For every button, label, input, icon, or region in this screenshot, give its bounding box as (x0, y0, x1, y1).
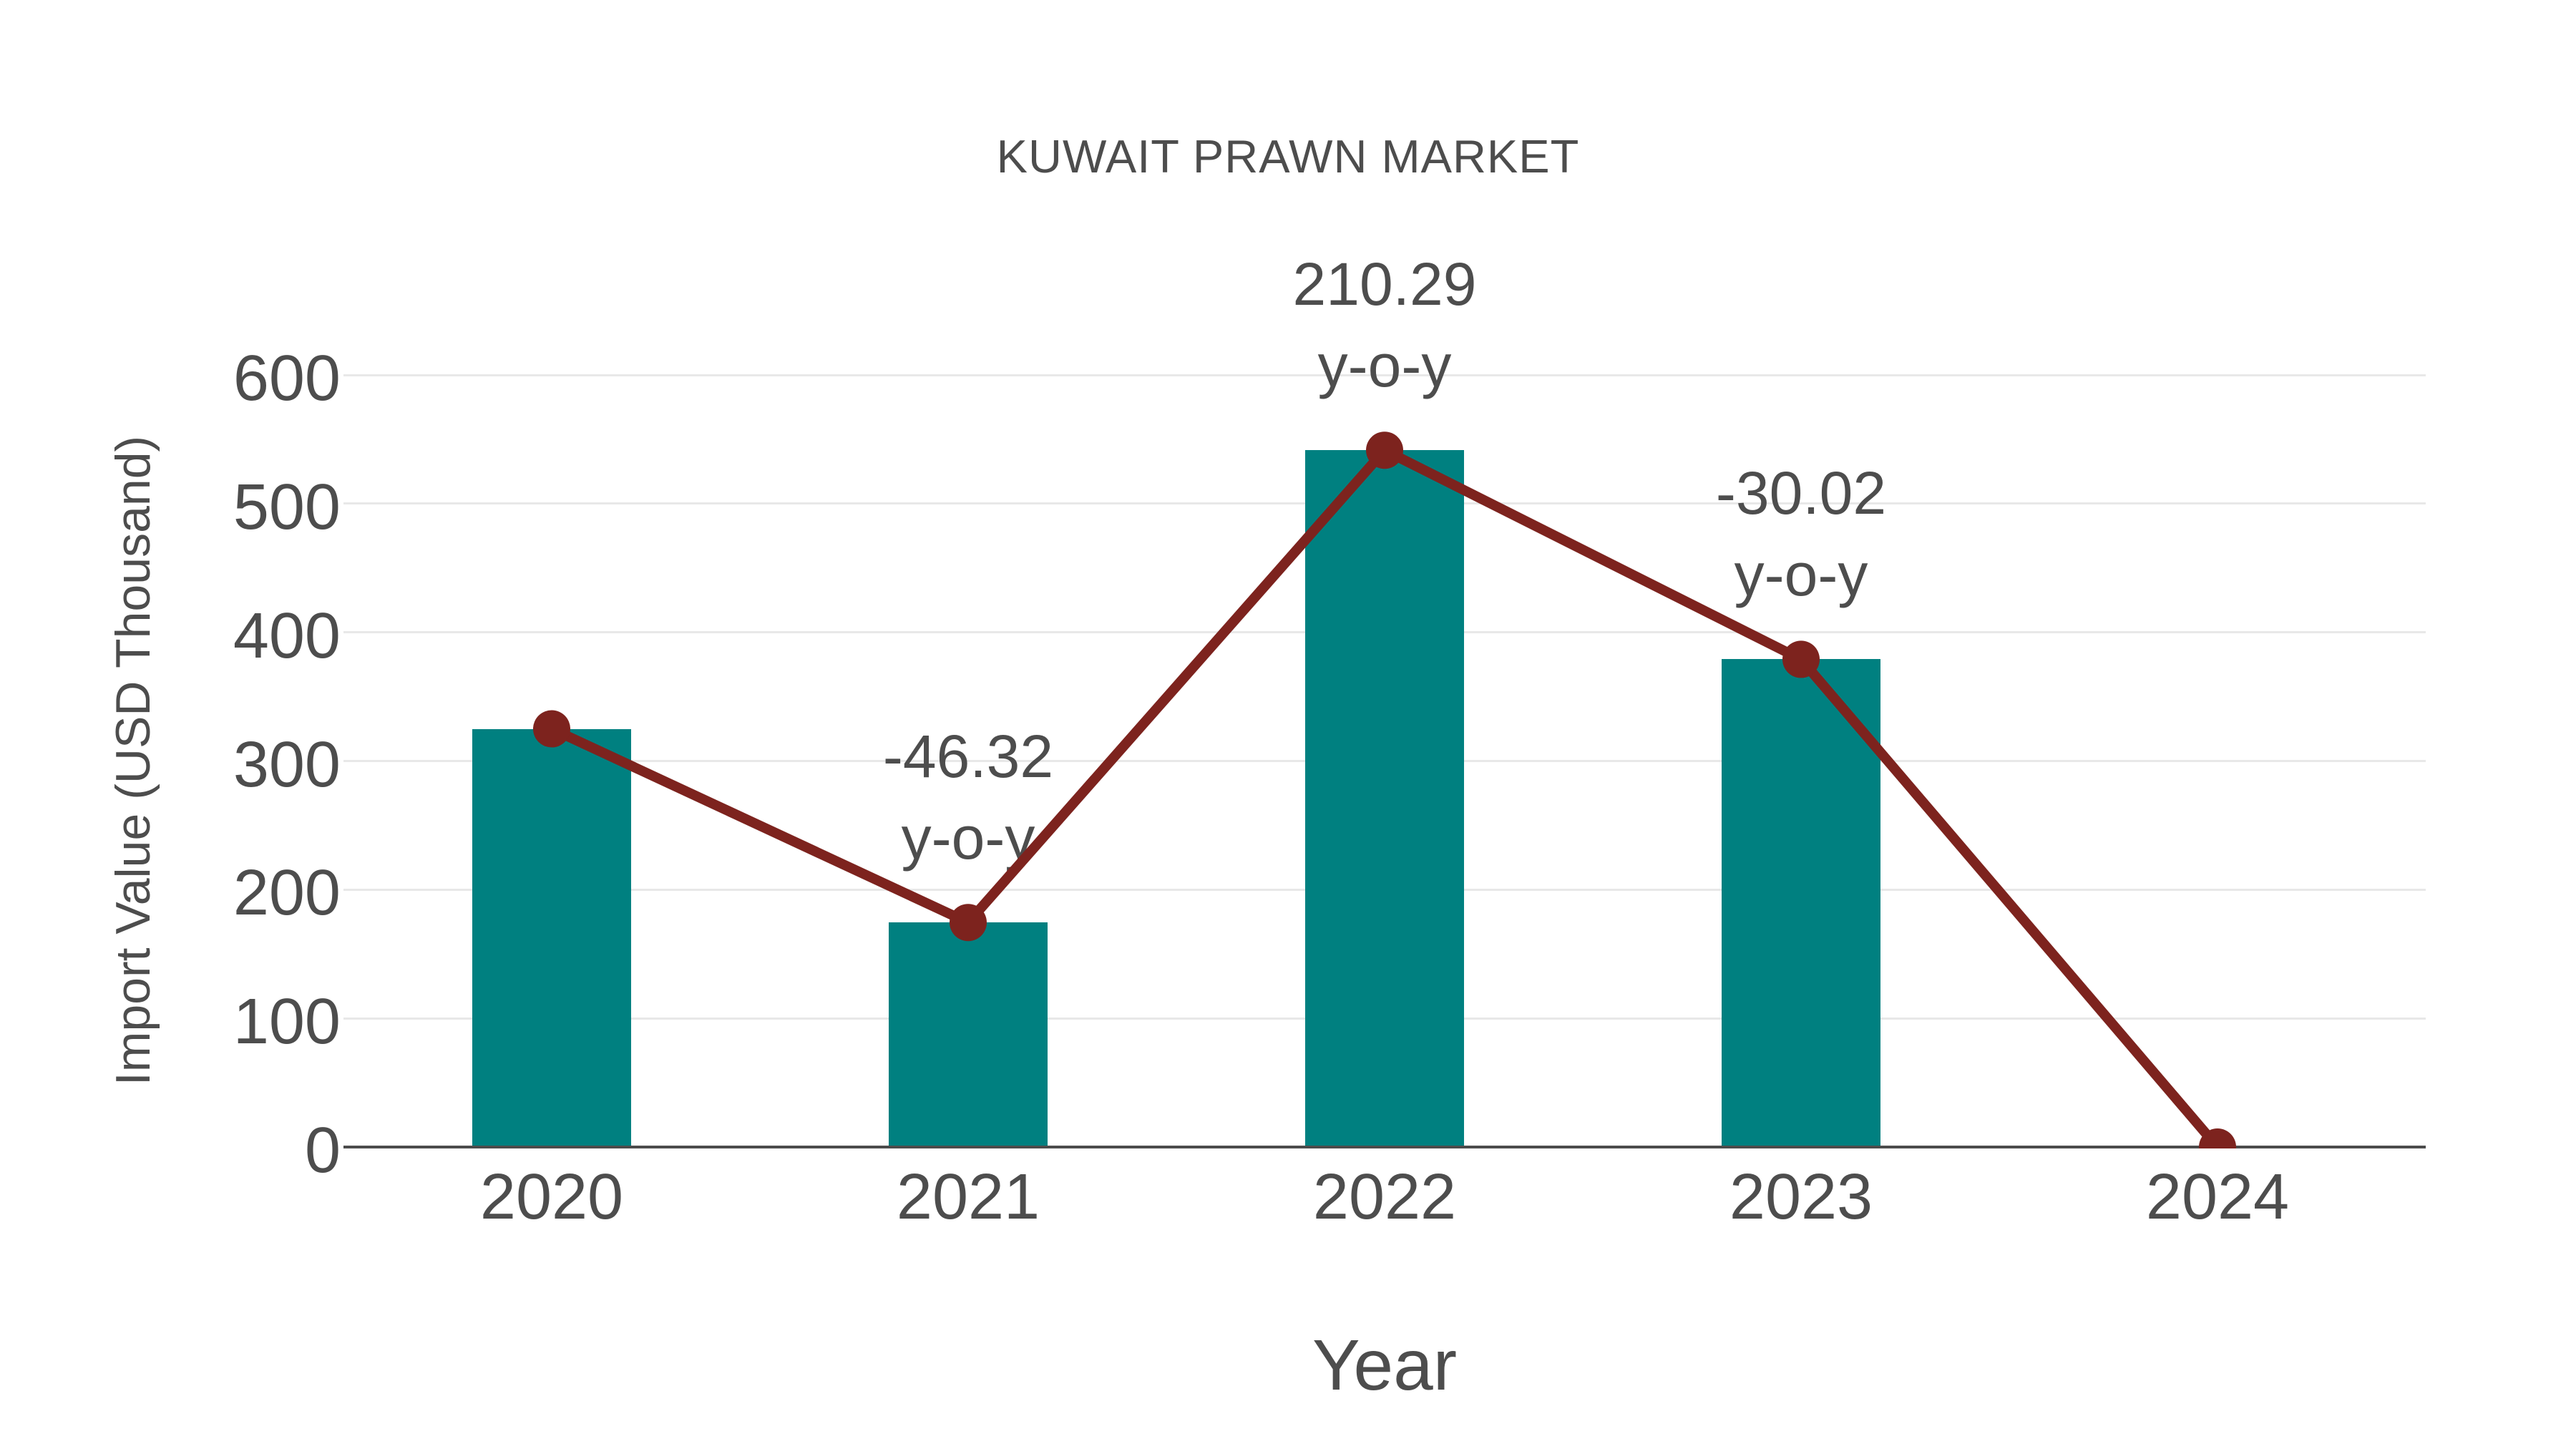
x-axis-line (343, 1146, 2426, 1148)
data-point-marker-2021 (950, 904, 987, 942)
yoy-annotation-2022: 210.29 y-o-y (1206, 243, 1563, 406)
yoy-annotation-2023: -30.02 y-o-y (1622, 452, 1980, 615)
bar-2022 (1305, 450, 1464, 1147)
x-tick-label: 2024 (2145, 1161, 2290, 1233)
yoy-value: -30.02 (1715, 459, 1887, 527)
y-tick-label: 500 (233, 471, 341, 543)
yoy-suffix: y-o-y (901, 804, 1035, 872)
yoy-value: 210.29 (1292, 250, 1477, 318)
data-point-marker-2024 (2199, 1128, 2236, 1148)
y-tick-label: 600 (233, 343, 341, 414)
y-tick-label: 0 (304, 1115, 341, 1186)
bar-2021 (889, 922, 1048, 1147)
data-point-marker-2020 (533, 710, 570, 748)
yoy-value: -46.32 (882, 723, 1054, 791)
x-tick-label: 2022 (1312, 1161, 1457, 1233)
chart-title: KUWAIT PRAWN MARKET (996, 130, 1580, 182)
x-tick-label: 2020 (479, 1161, 624, 1233)
x-tick-label: 2023 (1729, 1161, 1873, 1233)
yoy-suffix: y-o-y (1317, 332, 1452, 400)
y-tick-label: 200 (233, 857, 341, 930)
y-tick-label: 400 (233, 600, 341, 672)
yoy-suffix: y-o-y (1734, 541, 1868, 609)
bar-2020 (472, 728, 631, 1147)
data-point-marker-2023 (1782, 640, 1820, 678)
y-tick-label: 100 (233, 986, 341, 1058)
bar-2023 (1722, 659, 1880, 1147)
yoy-annotation-2021: -46.32 y-o-y (789, 716, 1147, 879)
data-point-marker-2022 (1366, 431, 1403, 469)
x-tick-label: 2021 (896, 1161, 1040, 1233)
trend-line (550, 444, 2222, 1148)
x-axis-title: Year (1312, 1325, 1458, 1405)
y-tick-label: 300 (233, 728, 341, 801)
gridline (343, 374, 2426, 376)
